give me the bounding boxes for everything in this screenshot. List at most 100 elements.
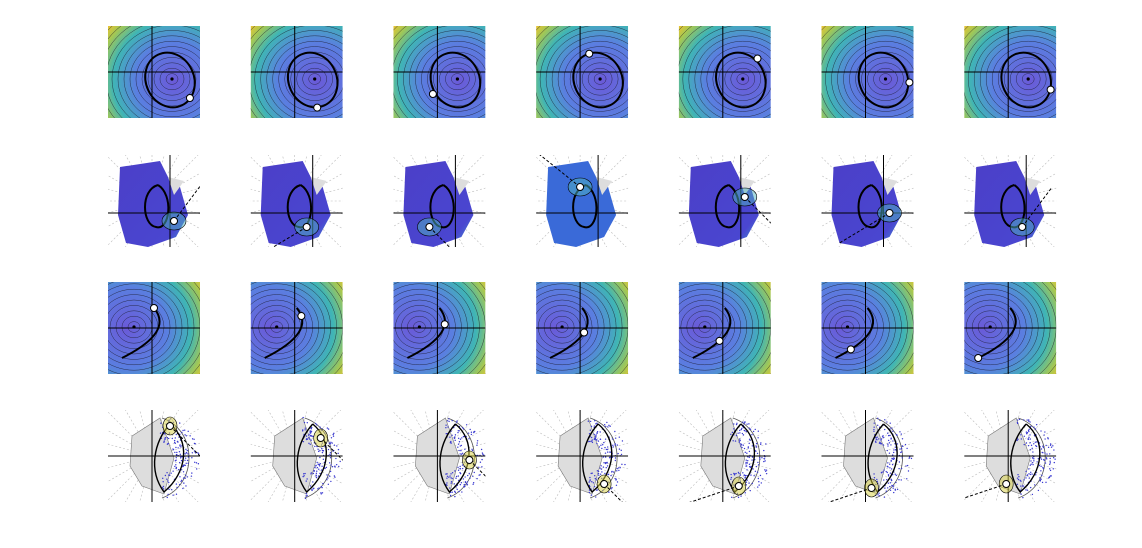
- sample: [459, 483, 462, 486]
- sample: [454, 495, 456, 498]
- sample: [180, 459, 183, 462]
- sample: [448, 476, 450, 478]
- sample: [745, 463, 747, 465]
- sample: [322, 458, 325, 461]
- sample: [1031, 457, 1034, 459]
- sample: [333, 432, 335, 435]
- ray: [424, 410, 438, 457]
- ray: [536, 200, 581, 227]
- ray: [151, 455, 165, 502]
- sample: [171, 437, 174, 440]
- sample: [173, 441, 176, 444]
- contour: [555, 321, 569, 333]
- sample: [1023, 443, 1025, 446]
- center: [170, 77, 174, 81]
- sample: [1022, 485, 1025, 487]
- current-point: [885, 209, 894, 217]
- sample: [893, 449, 895, 451]
- ray: [865, 172, 914, 202]
- sample: [1033, 460, 1035, 462]
- sample: [454, 490, 456, 493]
- ray: [151, 427, 200, 457]
- ray: [678, 455, 723, 469]
- sample: [1032, 463, 1034, 466]
- sample: [882, 444, 885, 446]
- ray: [710, 410, 724, 457]
- sample: [445, 424, 447, 426]
- sample: [887, 474, 890, 476]
- sample: [467, 474, 469, 477]
- sample: [455, 477, 457, 479]
- sample: [763, 449, 765, 452]
- sample: [886, 432, 889, 434]
- ray: [536, 200, 581, 246]
- sample: [751, 456, 754, 458]
- panel: [250, 26, 343, 118]
- sample: [1042, 445, 1044, 447]
- contour: [250, 299, 307, 355]
- panel: [678, 282, 771, 374]
- sample: [876, 480, 879, 483]
- ray: [553, 155, 581, 202]
- ray: [151, 410, 165, 457]
- sample: [598, 474, 600, 477]
- sample: [470, 433, 473, 436]
- sample: [305, 492, 308, 495]
- center: [703, 325, 707, 329]
- contour: [415, 40, 486, 118]
- sample: [1030, 425, 1032, 428]
- sample: [599, 438, 602, 440]
- sample: [459, 467, 461, 470]
- sample: [450, 482, 452, 484]
- contour: [1009, 62, 1047, 96]
- sample: [888, 452, 891, 454]
- contour: [825, 26, 914, 118]
- ray: [437, 410, 465, 457]
- sample: [615, 484, 618, 486]
- sample: [1022, 496, 1024, 499]
- sample: [319, 450, 321, 452]
- sample: [751, 482, 753, 485]
- sample: [312, 481, 314, 483]
- sample: [611, 438, 614, 440]
- sample: [1025, 477, 1027, 479]
- sample: [1047, 446, 1050, 449]
- ray: [678, 200, 723, 227]
- sample: [318, 487, 320, 489]
- sample: [875, 436, 877, 439]
- ray: [695, 455, 724, 502]
- sample: [591, 481, 593, 483]
- sample: [886, 479, 888, 481]
- ray: [567, 455, 581, 502]
- sample: [589, 429, 592, 431]
- contour: [536, 294, 599, 360]
- center: [275, 325, 279, 329]
- contour: [855, 51, 914, 107]
- sample: [883, 436, 885, 439]
- sample: [1026, 432, 1028, 435]
- sample: [175, 483, 178, 485]
- sample: [604, 438, 607, 440]
- current-point: [974, 354, 983, 362]
- sample: [1052, 445, 1054, 447]
- current-point: [1002, 480, 1011, 488]
- sample: [166, 443, 169, 445]
- sample: [1049, 469, 1052, 472]
- contour: [393, 299, 450, 355]
- sample: [905, 465, 907, 467]
- sample: [162, 488, 165, 490]
- sample: [1020, 434, 1022, 436]
- contour: [254, 26, 343, 118]
- ray: [536, 411, 581, 457]
- contour: [308, 73, 321, 85]
- sample: [315, 476, 318, 479]
- ray: [695, 410, 724, 457]
- sample: [459, 471, 461, 474]
- contour: [536, 288, 605, 366]
- sample: [333, 475, 336, 477]
- sample: [172, 494, 174, 496]
- ray: [964, 175, 1009, 202]
- sample: [185, 485, 187, 487]
- sample: [166, 436, 169, 439]
- sample: [596, 470, 599, 472]
